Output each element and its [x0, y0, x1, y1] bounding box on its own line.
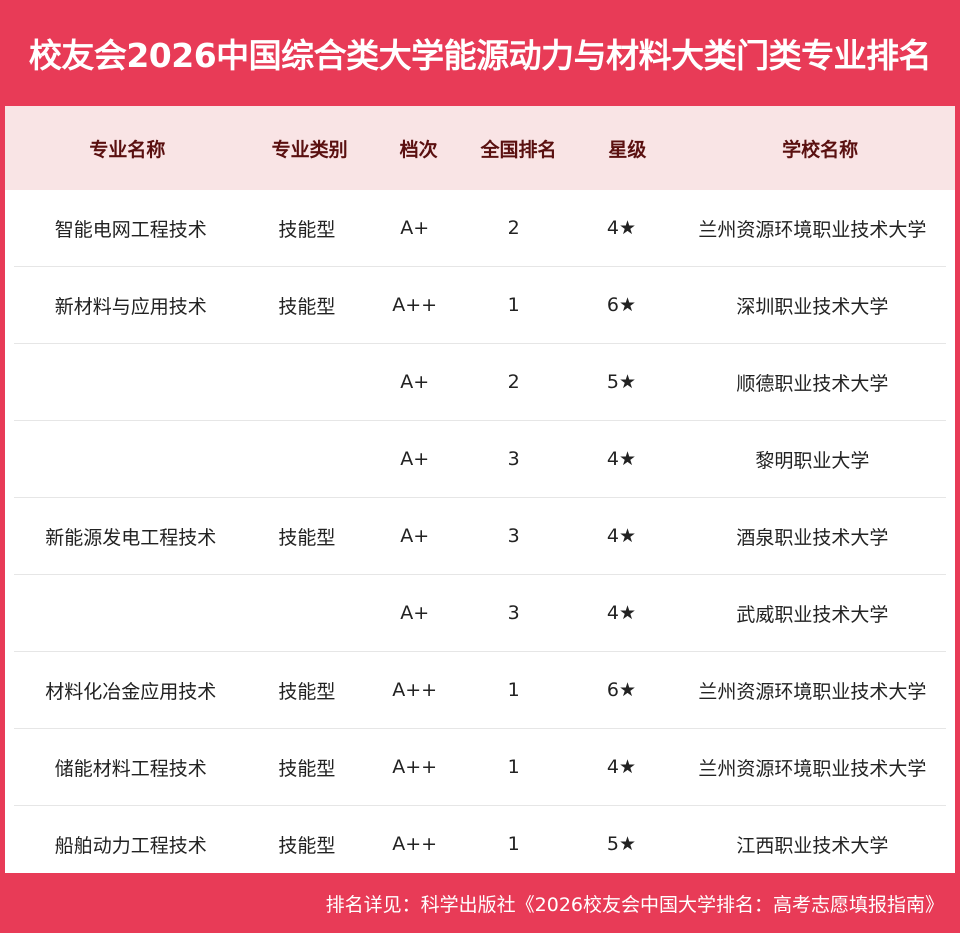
cell-major-name: 储能材料工程技术 [54, 757, 207, 780]
ranking-table: 专业名称 专业类别 档次 全国排名 星级 学校名称 智能电网工程技术 技能型 A+ 2 4★ 兰州资… [5, 106, 955, 873]
cell-star-level: 5★ [606, 833, 637, 855]
cell-school-name: 兰州资源环境职业技术大学 [698, 757, 927, 780]
column-header-star-level: 星级 [608, 138, 647, 161]
table-row: A+ 2 5★ 顺德职业技术大学 [14, 344, 946, 421]
cell-grade: A+ [400, 602, 430, 624]
footer-source: 排名详见：科学出版社《2026校友会中国大学排名：高考志愿填报指南》 [0, 873, 960, 933]
cell-major-type: 技能型 [278, 757, 336, 780]
cell-school-name: 兰州资源环境职业技术大学 [698, 218, 927, 241]
table-row: 储能材料工程技术 技能型 A++ 1 4★ 兰州资源环境职业技术大学 [14, 729, 946, 806]
cell-major-type: 技能型 [278, 218, 336, 241]
cell-star-level: 4★ [606, 525, 637, 547]
cell-major-name: 材料化冶金应用技术 [45, 680, 217, 703]
page-title: 校友会2026中国综合类大学能源动力与材料大类门类专业排名 [28, 35, 932, 75]
column-header-national-rank: 全国排名 [480, 138, 557, 161]
cell-star-level: 4★ [606, 756, 637, 778]
cell-national-rank: 1 [507, 679, 520, 701]
cell-star-level: 6★ [606, 679, 637, 701]
cell-national-rank: 3 [507, 525, 520, 547]
table-row: A+ 3 4★ 武威职业技术大学 [14, 575, 946, 652]
table-header: 专业名称 专业类别 档次 全国排名 星级 学校名称 [5, 106, 955, 190]
table-row: 新能源发电工程技术 技能型 A+ 3 4★ 酒泉职业技术大学 [14, 498, 946, 575]
cell-star-level: 4★ [606, 602, 637, 624]
cell-grade: A+ [400, 448, 430, 470]
table-row: 材料化冶金应用技术 技能型 A++ 1 6★ 兰州资源环境职业技术大学 [14, 652, 946, 729]
column-header-grade: 档次 [399, 138, 438, 161]
table-row: 智能电网工程技术 技能型 A+ 2 4★ 兰州资源环境职业技术大学 [14, 190, 946, 267]
cell-school-name: 黎明职业大学 [755, 449, 870, 472]
footer-text: 排名详见：科学出版社《2026校友会中国大学排名：高考志愿填报指南》 [325, 893, 944, 916]
cell-national-rank: 3 [507, 602, 520, 624]
cell-grade: A+ [400, 217, 430, 239]
cell-grade: A++ [392, 756, 438, 778]
column-header-school-name: 学校名称 [782, 138, 859, 161]
cell-national-rank: 2 [507, 217, 520, 239]
cell-national-rank: 3 [507, 448, 520, 470]
cell-school-name: 顺德职业技术大学 [736, 372, 889, 395]
cell-grade: A+ [400, 371, 430, 393]
cell-star-level: 4★ [606, 448, 637, 470]
table-row: A+ 3 4★ 黎明职业大学 [14, 421, 946, 498]
cell-major-name: 智能电网工程技术 [54, 218, 207, 241]
cell-school-name: 深圳职业技术大学 [736, 295, 889, 318]
cell-major-type: 技能型 [278, 295, 336, 318]
cell-national-rank: 2 [507, 371, 520, 393]
cell-grade: A++ [392, 833, 438, 855]
cell-school-name: 酒泉职业技术大学 [736, 526, 889, 549]
cell-star-level: 4★ [606, 217, 637, 239]
column-header-major-name: 专业名称 [89, 138, 166, 161]
table-row: 新材料与应用技术 技能型 A++ 1 6★ 深圳职业技术大学 [14, 267, 946, 344]
cell-school-name: 兰州资源环境职业技术大学 [698, 680, 927, 703]
cell-major-type: 技能型 [278, 834, 336, 857]
cell-major-name: 新材料与应用技术 [54, 295, 207, 318]
cell-grade: A+ [400, 525, 430, 547]
cell-national-rank: 1 [507, 294, 520, 316]
cell-major-type: 技能型 [278, 680, 336, 703]
cell-star-level: 6★ [606, 294, 637, 316]
column-header-major-type: 专业类别 [271, 138, 348, 161]
cell-national-rank: 1 [507, 833, 520, 855]
cell-grade: A++ [392, 679, 438, 701]
cell-major-name: 新能源发电工程技术 [45, 526, 217, 549]
cell-school-name: 江西职业技术大学 [736, 834, 889, 857]
table-body: 智能电网工程技术 技能型 A+ 2 4★ 兰州资源环境职业技术大学 新材料与应用技术 技能型 A… [5, 190, 955, 882]
cell-school-name: 武威职业技术大学 [736, 603, 889, 626]
cell-major-name: 船舶动力工程技术 [54, 834, 207, 857]
cell-grade: A++ [392, 294, 438, 316]
cell-major-type: 技能型 [278, 526, 336, 549]
table-row: 船舶动力工程技术 技能型 A++ 1 5★ 江西职业技术大学 [14, 806, 946, 882]
cell-star-level: 5★ [606, 371, 637, 393]
cell-national-rank: 1 [507, 756, 520, 778]
